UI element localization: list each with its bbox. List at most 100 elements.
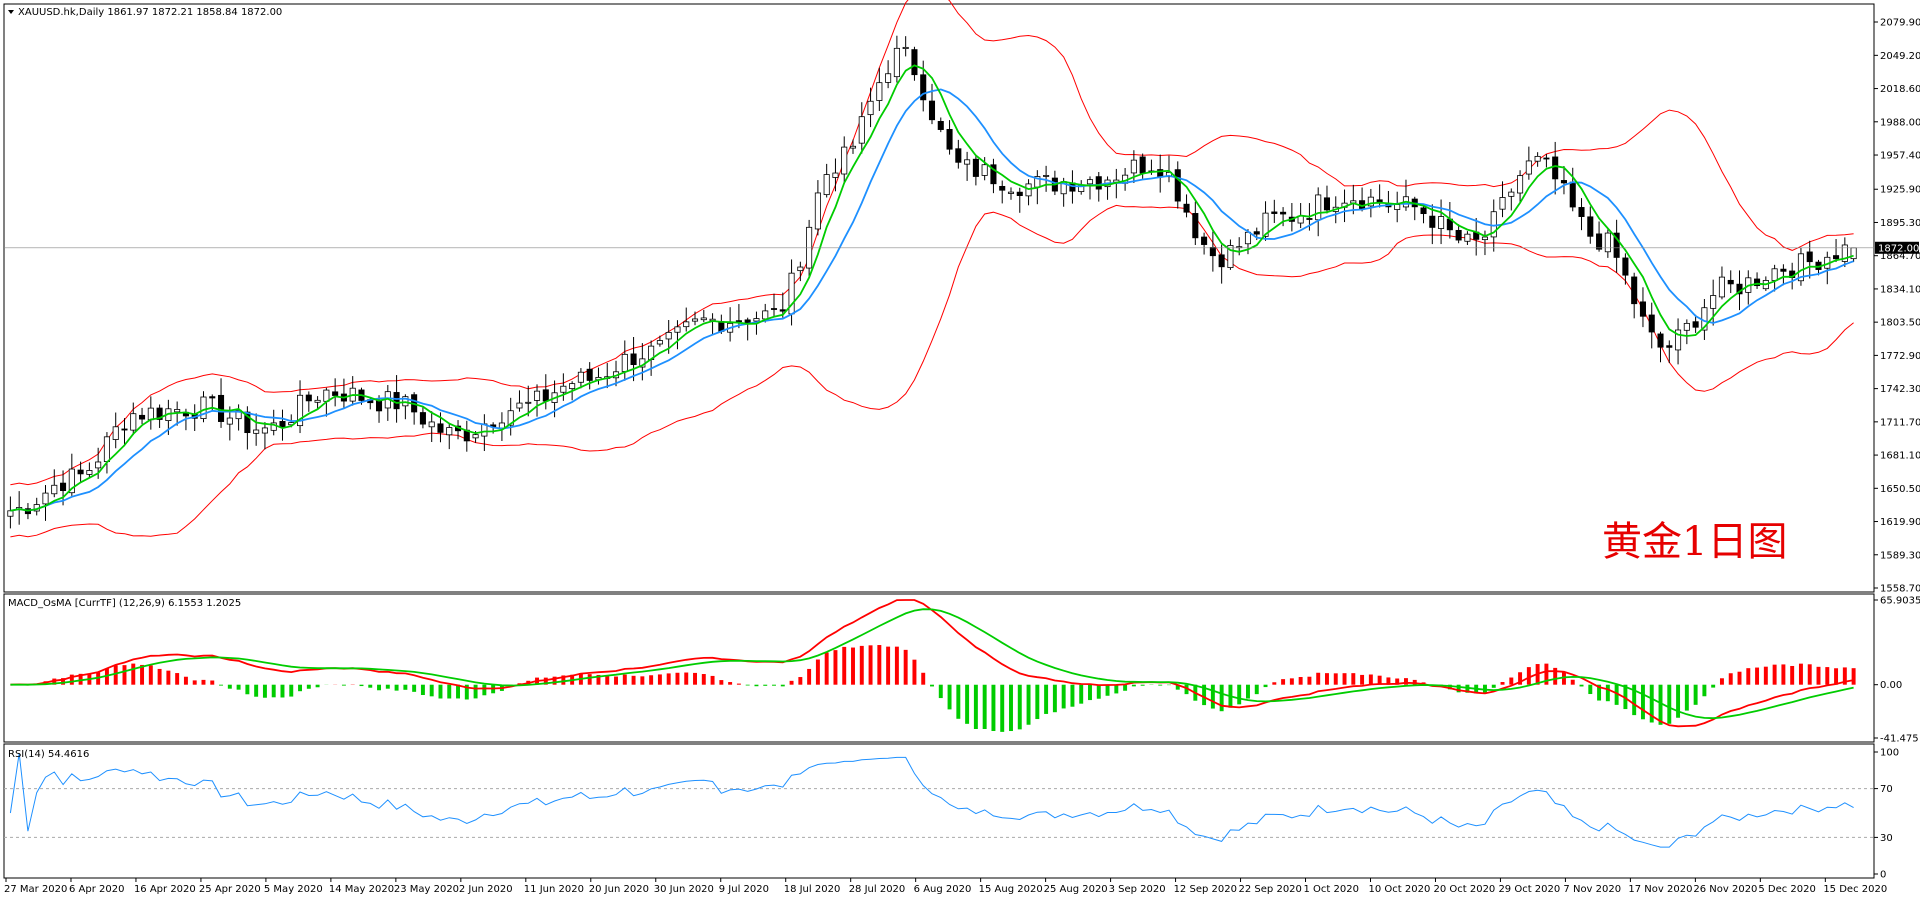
candle-body	[946, 129, 953, 150]
time-tick-label: 28 Jul 2020	[849, 884, 906, 895]
price-tick-label: 1803.50	[1880, 318, 1920, 329]
main-panel-frame	[3, 3, 1875, 593]
candle-body	[51, 484, 58, 495]
candle-body	[156, 407, 163, 420]
candle-body	[867, 100, 874, 116]
candle-body	[1455, 229, 1462, 241]
candle-body	[86, 470, 93, 475]
candle-body	[1438, 216, 1445, 229]
time-tick-label: 15 Dec 2020	[1823, 884, 1887, 895]
price-tick-label: 1988.00	[1880, 117, 1920, 128]
price-tick-label: 1711.70	[1880, 417, 1920, 428]
candle-body	[68, 468, 75, 494]
price-tick-label: 1650.50	[1880, 484, 1920, 495]
candle-body	[841, 146, 848, 175]
candle-body	[577, 371, 584, 383]
candle-body	[1587, 216, 1594, 237]
candle-body	[1639, 301, 1646, 317]
main-header: XAUUSD.hk,Daily 1861.97 1872.21 1858.84 …	[8, 7, 282, 18]
candle-body	[735, 320, 742, 323]
time-tick-label: 7 Nov 2020	[1563, 884, 1621, 895]
collapse-triangle-icon[interactable]	[8, 10, 14, 14]
candle-body	[437, 423, 444, 433]
time-tick-label: 16 Apr 2020	[134, 884, 196, 895]
price-tag: 1872.00	[1875, 241, 1919, 254]
candle-body	[1464, 233, 1471, 242]
candle-body	[1683, 322, 1690, 331]
time-tick-label: 11 Jun 2020	[524, 884, 584, 895]
candle-body	[1130, 159, 1137, 174]
candle-body	[981, 164, 988, 176]
candle-body	[1648, 314, 1655, 333]
candle-body	[630, 353, 637, 366]
price-tick-label: 1925.90	[1880, 185, 1920, 196]
candle-body	[235, 409, 242, 420]
candle-body	[1692, 321, 1699, 328]
candle-body	[498, 422, 505, 429]
candle-body	[1569, 181, 1576, 208]
signal-line	[10, 608, 1854, 720]
candle-body	[77, 469, 84, 475]
candle-body	[1323, 197, 1331, 211]
candle-body	[525, 401, 532, 404]
candle-body	[139, 414, 146, 420]
candle-body	[218, 394, 225, 422]
time-tick-label: 3 Sep 2020	[1109, 884, 1166, 895]
main-panel: XAUUSD.hk,Daily 1861.97 1872.21 1858.84 …	[3, 0, 1920, 595]
macd-axis: 65.9035 0.00 -41.475	[1874, 596, 1920, 745]
candle-body	[209, 396, 216, 399]
candle-body	[1508, 191, 1515, 197]
candle-body	[814, 192, 821, 230]
time-tick-label: 18 Jul 2020	[784, 884, 841, 895]
candle-body	[516, 402, 523, 409]
time-tick-label: 29 Oct 2020	[1498, 884, 1560, 895]
candle-body	[542, 389, 549, 402]
candle-body	[1657, 333, 1664, 348]
candle-body	[305, 394, 312, 402]
time-tick-label: 6 Apr 2020	[69, 884, 124, 895]
candle-body	[1710, 295, 1717, 309]
rsi-header-text: RSI(14) 54.4616	[8, 749, 89, 760]
time-tick-label: 1 Oct 2020	[1304, 884, 1359, 895]
time-tick-label: 12 Sep 2020	[1174, 884, 1237, 895]
candle-body	[1227, 245, 1234, 269]
candle-body	[1201, 236, 1208, 245]
candle-body	[1209, 246, 1216, 257]
candle-body	[1806, 251, 1813, 263]
candle-body	[691, 318, 699, 322]
moving-averages	[10, 64, 1854, 512]
candle-body	[955, 148, 962, 163]
candle-body	[1429, 215, 1436, 228]
candle-body	[1797, 253, 1804, 282]
candle-body	[1262, 212, 1269, 237]
candle-body	[1490, 211, 1497, 238]
price-tag-text: 1872.00	[1878, 243, 1919, 254]
candle-body	[112, 426, 119, 440]
candle-body	[964, 159, 971, 165]
ma-fast-line	[10, 64, 1854, 512]
candle-body	[999, 185, 1006, 191]
candle-body	[1253, 231, 1260, 235]
candle-body	[130, 413, 137, 431]
candle-body	[779, 309, 786, 312]
rsi-panel: RSI(14) 54.4616 100 70 30 0	[3, 743, 1899, 881]
price-tick-label: 1742.30	[1880, 384, 1920, 395]
candle-body	[1596, 233, 1603, 250]
candle-body	[1833, 255, 1840, 260]
candle-body	[428, 421, 435, 428]
candle-body	[849, 145, 857, 149]
price-tick-label: 2049.20	[1880, 51, 1920, 62]
price-tick-label: 1772.90	[1880, 351, 1920, 362]
candle-body	[200, 396, 207, 419]
candle-body	[1481, 236, 1488, 241]
candle-body	[911, 49, 918, 76]
time-tick-label: 23 May 2020	[394, 884, 459, 895]
macd-panel: MACD_OsMA [CurrTF] (12,26,9) 6.1553 1.20…	[3, 593, 1920, 745]
bollinger-upper	[10, 0, 1854, 486]
main-header-text: XAUUSD.hk,Daily 1861.97 1872.21 1858.84 …	[18, 7, 282, 18]
candle-body	[1578, 207, 1585, 217]
candle-body	[1244, 231, 1252, 245]
price-tick-label: 1619.90	[1880, 517, 1920, 528]
